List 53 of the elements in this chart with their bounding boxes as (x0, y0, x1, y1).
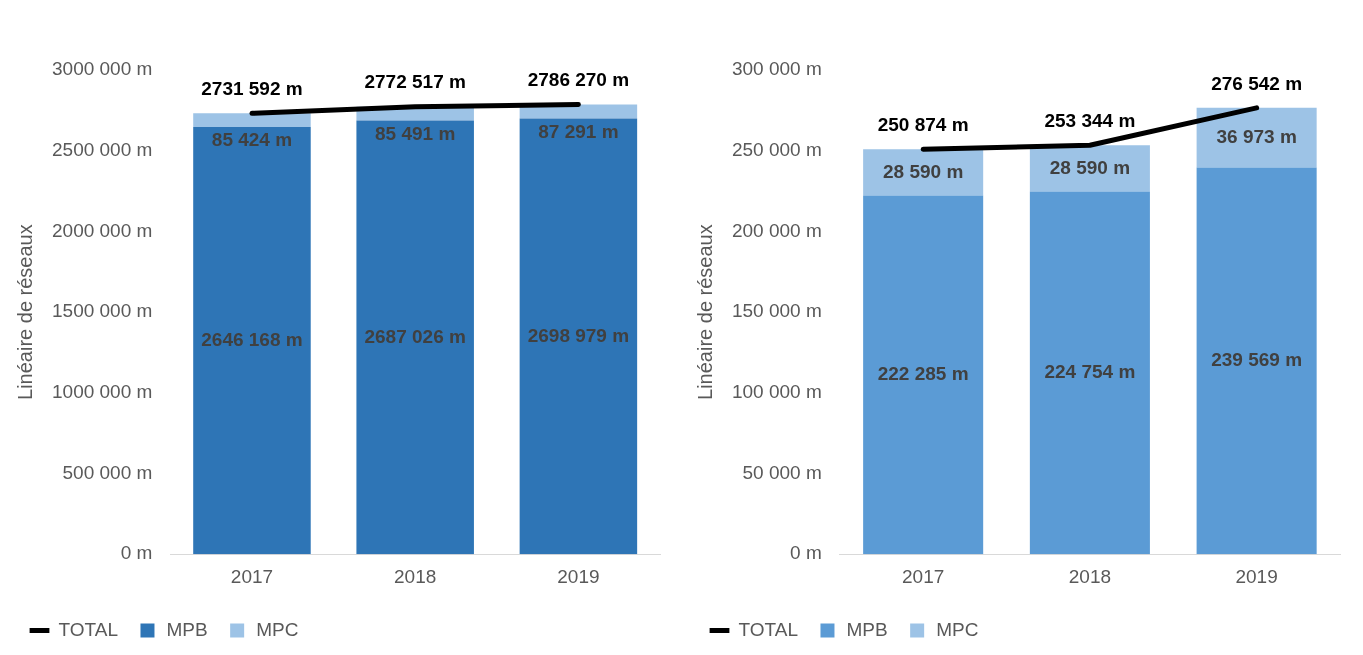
data-label: 2687 026 m (364, 325, 466, 347)
data-label: 2646 168 m (201, 328, 303, 350)
y-tick-label: 150 000 m (731, 300, 822, 322)
y-tick-label: 100 000 m (731, 381, 822, 403)
data-label: 85 491 m (375, 122, 456, 144)
y-axis-title: Linéaire de réseaux (693, 224, 716, 400)
legend-label: TOTAL (58, 618, 118, 640)
data-label: 253 344 m (1044, 110, 1136, 132)
legend-label: MPB (846, 618, 888, 640)
data-label: 85 424 m (211, 129, 293, 151)
x-tick-label: 2019 (557, 565, 600, 587)
legend-label: MPC (256, 618, 299, 640)
legend-label: MPB (166, 618, 208, 640)
data-label: 87 291 m (538, 120, 619, 142)
y-tick-label: 300 000 m (731, 58, 822, 80)
data-label: 28 590 m (883, 160, 964, 182)
x-tick-label: 2018 (1068, 565, 1112, 587)
y-axis-title: Linéaire de réseaux (13, 224, 36, 400)
y-tick-label: 2000 000 m (51, 219, 153, 241)
y-tick-label: 500 000 m (62, 461, 153, 483)
data-label: 224 754 m (1044, 361, 1136, 383)
data-label: 239 569 m (1211, 349, 1303, 371)
data-label: 2772 517 m (364, 71, 466, 93)
y-tick-label: 50 000 m (742, 461, 822, 483)
data-label: 2786 270 m (527, 69, 630, 91)
x-tick-label: 2017 (230, 565, 274, 587)
y-tick-label: 2500 000 m (51, 138, 153, 160)
data-label: 250 874 m (877, 114, 969, 136)
data-label: 2731 592 m (201, 78, 303, 100)
bar (193, 127, 311, 555)
y-tick-label: 0 m (120, 542, 153, 564)
data-label: 276 542 m (1211, 72, 1303, 94)
y-tick-label: 0 m (790, 542, 822, 564)
bar (1029, 191, 1150, 555)
x-tick-label: 2019 (1235, 565, 1278, 587)
x-tick-label: 2018 (394, 565, 437, 587)
y-tick-label: 250 000 m (731, 138, 822, 160)
data-label: 28 590 m (1049, 156, 1131, 178)
data-label: 2698 979 m (527, 324, 630, 346)
y-tick-label: 1000 000 m (51, 381, 153, 403)
bar (863, 195, 984, 555)
legend-label: MPC (936, 618, 979, 640)
bar (356, 120, 474, 555)
bar (193, 113, 311, 128)
bar (519, 118, 638, 555)
y-tick-label: 200 000 m (731, 219, 822, 241)
x-tick-label: 2017 (902, 565, 945, 587)
y-tick-label: 1500 000 m (51, 300, 153, 322)
legend-label: TOTAL (738, 618, 798, 640)
data-label: 222 285 m (877, 363, 969, 385)
y-tick-label: 3000 000 m (51, 58, 153, 80)
data-label: 36 973 m (1216, 125, 1297, 147)
bar (1196, 167, 1317, 555)
